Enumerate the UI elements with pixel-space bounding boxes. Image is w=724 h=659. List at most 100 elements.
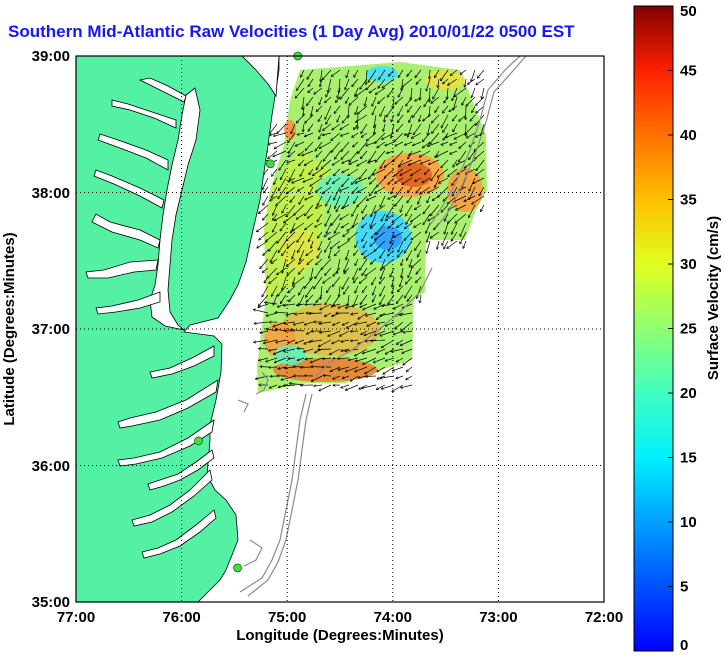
velocity-arrow	[414, 222, 422, 227]
velocity-arrow	[326, 285, 332, 293]
velocity-arrow	[431, 114, 440, 123]
velocity-arrow	[477, 69, 485, 78]
velocity-arrow	[361, 123, 368, 134]
velocity-arrow	[329, 348, 341, 355]
velocity-arrow	[277, 231, 287, 243]
velocity-arrow	[262, 213, 269, 220]
velocity-arrow	[270, 195, 278, 201]
velocity-arrow	[253, 310, 269, 314]
x-tick-label: 74:00	[374, 609, 412, 626]
velocity-arrow	[434, 69, 440, 78]
velocity-arrow	[268, 240, 278, 251]
velocity-arrow	[422, 141, 431, 148]
velocity-arrow	[476, 159, 485, 171]
velocity-arrow	[273, 204, 278, 215]
velocity-arrow	[362, 204, 368, 213]
colorbar-tick-label: 10	[680, 514, 697, 531]
velocity-arrow	[374, 330, 386, 336]
velocity-arrow	[460, 231, 467, 244]
velocity-arrow	[306, 294, 314, 302]
velocity-arrow	[316, 105, 323, 112]
velocity-arrow	[364, 249, 377, 258]
velocity-arrow	[282, 276, 287, 290]
velocity-arrow	[394, 132, 404, 142]
velocity-arrow	[292, 276, 305, 286]
velocity-arrow	[328, 330, 341, 336]
velocity-arrow	[286, 258, 296, 267]
velocity-arrow	[360, 294, 368, 304]
velocity-arrow	[426, 78, 431, 91]
velocity-arrow	[280, 294, 287, 304]
velocity-arrow	[338, 240, 350, 248]
velocity-arrow	[333, 303, 341, 306]
velocity-arrow	[428, 186, 440, 193]
velocity-arrow	[297, 132, 305, 135]
velocity-arrow	[277, 123, 287, 134]
velocity-arrow	[352, 132, 359, 137]
velocity-arrow	[372, 105, 377, 115]
velocity-arrow	[336, 204, 341, 212]
velocity-arrow	[301, 69, 305, 77]
velocity-arrow	[420, 294, 421, 303]
colorbar-tick-label: 45	[680, 63, 697, 80]
velocity-field	[253, 62, 487, 393]
velocity-arrow	[471, 87, 476, 97]
velocity-arrow	[481, 123, 485, 136]
velocity-arrow	[259, 204, 269, 214]
velocity-arrow	[304, 159, 314, 166]
velocity-arrow	[278, 240, 287, 253]
velocity-arrow	[277, 267, 287, 275]
velocity-arrow	[307, 96, 314, 106]
velocity-arrow	[433, 87, 440, 99]
velocity-arrow	[342, 177, 350, 187]
velocity-arrow	[479, 186, 485, 196]
velocity-arrow	[396, 123, 404, 132]
velocity-arrow	[350, 375, 359, 381]
velocity-arrow	[323, 150, 332, 161]
velocity-arrow	[364, 96, 368, 106]
velocity-arrow	[362, 231, 368, 242]
velocity-arrow	[310, 357, 323, 363]
velocity-arrow	[407, 69, 413, 76]
velocity-arrow	[402, 78, 413, 87]
velocity-arrow	[464, 195, 476, 201]
velocity-arrow	[322, 358, 332, 359]
velocity-arrow	[387, 249, 395, 256]
velocity-arrow	[291, 123, 296, 134]
y-axis-title: Latitude (Degrees:Minutes)	[1, 232, 18, 425]
velocity-arrow	[396, 375, 404, 378]
velocity-arrow	[395, 177, 404, 183]
velocity-arrow	[288, 141, 296, 153]
velocity-arrow	[346, 96, 350, 103]
velocity-arrow	[314, 276, 323, 289]
velocity-arrow	[388, 69, 395, 76]
velocity-arrow	[408, 150, 422, 155]
velocity-arrow	[290, 330, 305, 332]
velocity-arrow	[384, 114, 385, 122]
velocity-arrow	[407, 294, 413, 302]
velocity-arrow	[430, 231, 440, 238]
velocity-arrow	[307, 213, 314, 218]
velocity-arrow	[429, 132, 440, 144]
velocity-arrow	[459, 141, 467, 148]
velocity-arrow	[369, 150, 377, 162]
velocity-arrow	[332, 321, 341, 325]
velocity-arrow	[342, 159, 350, 163]
velocity-arrow	[309, 186, 314, 195]
velocity-arrow	[447, 87, 448, 99]
velocity-arrow	[348, 231, 359, 240]
velocity-arrow	[402, 348, 413, 353]
velocity-arrow	[297, 231, 305, 242]
velocity-arrow	[383, 258, 395, 268]
velocity-arrow	[388, 177, 395, 184]
velocity-arrow	[290, 168, 296, 180]
y-tick-label: 35:00	[32, 594, 70, 611]
velocity-arrow	[325, 213, 332, 226]
velocity-arrow	[317, 195, 323, 206]
velocity-arrow	[394, 231, 404, 237]
velocity-arrow	[262, 267, 269, 272]
velocity-arrow	[351, 340, 359, 341]
velocity-arrow	[376, 177, 386, 187]
velocity-arrow	[304, 204, 314, 216]
